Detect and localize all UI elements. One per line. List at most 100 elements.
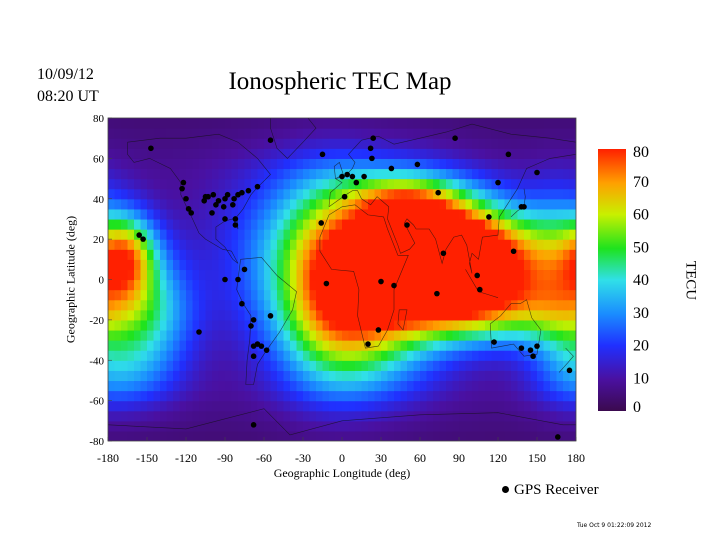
heat-cell [108,128,116,139]
heat-cell [374,289,382,301]
heat-cell [160,289,168,301]
heat-cell [361,410,369,422]
heat-cell [459,340,467,351]
heat-cell [550,218,558,230]
heat-cell [355,168,363,180]
heat-cell [478,329,486,341]
heat-cell [283,400,291,412]
heat-cell [153,380,161,392]
heat-cell [407,360,415,371]
heat-cell [491,178,499,190]
heat-cell [108,168,116,180]
heat-cell [478,420,486,432]
heat-cell [452,269,460,281]
heat-cell [218,188,226,200]
x-tick-label: 180 [567,451,585,465]
heat-cell [511,370,519,382]
heat-cell [342,148,350,159]
heat-cell [452,188,460,200]
heat-cell [387,340,395,351]
heat-cell [491,188,499,200]
heat-cell [504,289,512,301]
heat-cell [335,168,343,180]
heat-cell [225,138,233,149]
heat-cell [550,138,558,149]
heat-cell [140,148,148,159]
heat-cell [335,340,343,351]
heat-cell [530,299,538,311]
heat-cell [127,380,135,392]
heat-cell [160,309,168,321]
heat-cell [309,410,317,422]
heat-cell [212,269,220,281]
heat-cell [420,148,428,159]
coastline-south-america [236,256,297,385]
heat-cell [569,178,576,190]
heat-cell [147,269,155,281]
y-axis-label: Geographic Latitude (deg) [63,215,78,344]
heat-cell [283,138,291,149]
heat-cell [264,188,272,200]
heat-cell [309,259,317,271]
heat-cell [309,178,317,190]
heat-cell [160,340,168,351]
heat-cell [465,309,473,321]
heat-cell [563,420,571,432]
heat-cell [413,188,421,200]
heat-cell [309,218,317,230]
heat-cell [381,289,389,301]
heat-cell [361,299,369,311]
heat-cell [569,289,576,301]
heat-cell [433,229,441,240]
heat-cell [186,410,194,422]
heat-cell [407,350,415,361]
heat-cell [231,168,239,180]
heat-cell [251,188,259,200]
heat-cell [296,319,304,331]
heat-cell [537,148,545,159]
heat-cell [491,329,499,341]
heat-cell [114,158,122,170]
heat-cell [179,309,187,321]
heat-cell [524,380,532,392]
heat-cell [166,309,174,321]
heat-cell [329,400,337,412]
heat-cell [342,309,350,321]
heat-cell [290,168,298,180]
gps-receiver-marker [188,210,194,216]
heat-cell [348,360,356,371]
heat-cell [543,208,551,220]
heat-cell [452,420,460,432]
heat-cell [387,198,395,210]
heat-cell [322,218,330,230]
heat-cell [472,138,480,149]
heat-cell [309,249,317,260]
heat-cell [517,360,525,371]
heat-cell [309,229,317,240]
heat-cell [400,229,408,240]
heat-cell [153,289,161,301]
heat-cell [153,370,161,382]
heat-cell [355,279,363,291]
heat-cell [374,138,382,149]
heat-cell [537,420,545,432]
heat-cell [381,370,389,382]
heat-cell [121,188,129,200]
heat-cell [355,249,363,260]
heat-cell [114,370,122,382]
heat-cell [511,430,519,441]
heat-cell [550,390,558,402]
heat-cell [569,340,576,351]
heat-cell [394,370,402,382]
heat-cell [205,289,213,301]
heat-cell [147,208,155,220]
heat-cell [452,329,460,341]
heat-cell [231,188,239,200]
heat-cell [296,370,304,382]
heat-cell [381,168,389,180]
heat-cell [225,259,233,271]
heat-cell [361,229,369,240]
heat-cell [472,289,480,301]
heat-cell [296,218,304,230]
heat-cell [537,218,545,230]
